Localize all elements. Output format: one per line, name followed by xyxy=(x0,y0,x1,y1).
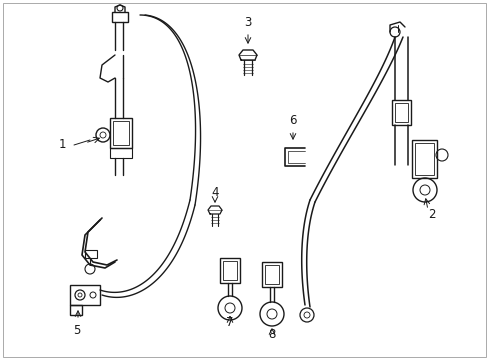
Bar xyxy=(112,12,128,22)
Text: 5: 5 xyxy=(73,324,81,337)
Bar xyxy=(110,148,132,158)
Bar xyxy=(113,121,129,145)
Text: 3: 3 xyxy=(244,15,251,28)
Bar xyxy=(223,261,237,280)
Bar xyxy=(411,140,436,178)
Bar xyxy=(414,143,433,175)
Text: 2: 2 xyxy=(427,208,435,221)
Bar xyxy=(264,265,279,284)
Bar xyxy=(391,100,410,125)
Text: 1: 1 xyxy=(58,139,65,152)
Bar xyxy=(70,285,100,305)
Text: 7: 7 xyxy=(226,315,233,328)
Text: 8: 8 xyxy=(268,328,275,342)
Bar xyxy=(110,118,132,148)
Bar xyxy=(220,258,240,283)
Text: 6: 6 xyxy=(289,113,296,126)
Bar xyxy=(262,262,282,287)
Text: 4: 4 xyxy=(211,185,218,198)
Bar xyxy=(70,305,82,315)
Bar xyxy=(85,250,97,258)
Bar xyxy=(394,103,407,122)
